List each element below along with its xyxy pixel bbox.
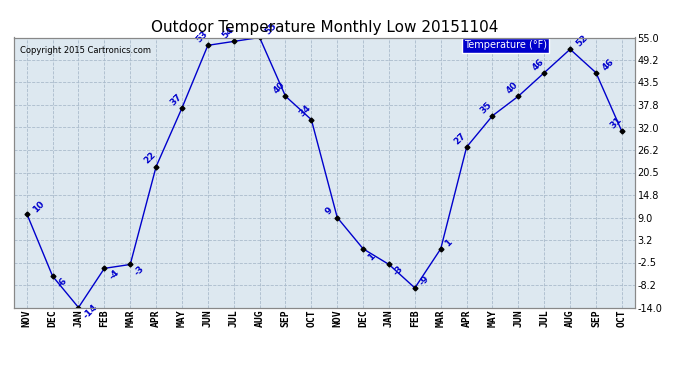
Text: Copyright 2015 Cartronics.com: Copyright 2015 Cartronics.com [20, 46, 151, 55]
Text: -6: -6 [55, 276, 69, 289]
Text: 54: 54 [220, 26, 235, 40]
Text: -4: -4 [107, 268, 121, 282]
Text: 1: 1 [366, 251, 377, 262]
Text: -3: -3 [392, 264, 405, 278]
Text: 37: 37 [168, 92, 184, 107]
Text: 46: 46 [600, 57, 615, 72]
Text: 9: 9 [324, 206, 334, 217]
Text: 53: 53 [194, 29, 209, 45]
Text: 52: 52 [574, 33, 589, 48]
Text: Temperature (°F): Temperature (°F) [464, 40, 547, 50]
Text: 40: 40 [272, 80, 287, 95]
Text: 55: 55 [264, 21, 279, 37]
Text: -9: -9 [417, 274, 431, 287]
Text: 35: 35 [479, 100, 494, 115]
Text: 31: 31 [608, 116, 623, 130]
Title: Outdoor Temperature Monthly Low 20151104: Outdoor Temperature Monthly Low 20151104 [150, 20, 498, 35]
Text: 22: 22 [142, 151, 157, 166]
Text: 34: 34 [297, 104, 313, 119]
Text: 1: 1 [444, 237, 454, 248]
Text: -3: -3 [133, 264, 146, 278]
Text: 46: 46 [531, 57, 546, 72]
Text: 10: 10 [31, 199, 46, 214]
Text: -14: -14 [81, 303, 99, 321]
Text: 40: 40 [504, 80, 520, 95]
Text: 27: 27 [453, 131, 468, 146]
